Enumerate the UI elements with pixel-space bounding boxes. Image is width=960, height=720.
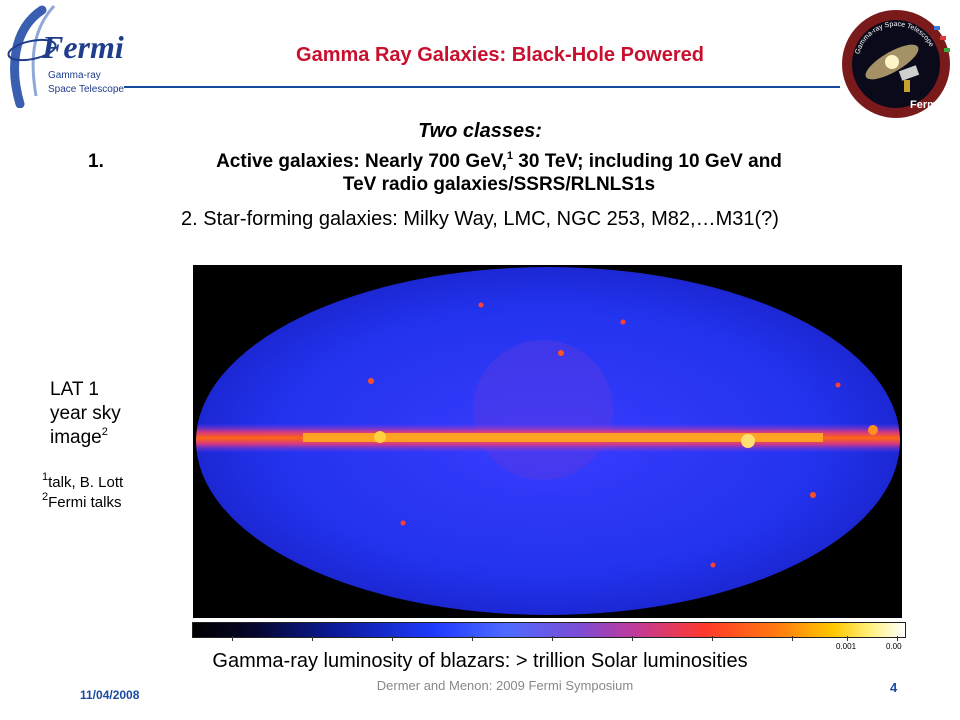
sky-label-footnote-ref: 2 [101,425,108,438]
bright-source [620,319,626,325]
bright-source [710,562,716,568]
class-2-item: 2. Star-forming galaxies: Milky Way, LMC… [181,208,779,230]
colorbar-tick-label: 0.001 [836,642,857,651]
footnotes: 1talk, B. Lott 2Fermi talks [42,471,172,513]
class-1-number: 1. [88,151,104,172]
svg-text:Fermi: Fermi [41,29,124,65]
colorbar-ticks [192,636,904,642]
sky-label-line-3: image [50,427,102,448]
bright-source [835,382,841,388]
svg-text:Space Telescope: Space Telescope [48,84,124,95]
footer-event: Dermer and Menon: 2009 Fermi Symposium [376,678,634,693]
fermi-logo: Fermi Gamma-ray Space Telescope [2,0,124,109]
class-1-text-a: Active galaxies: Nearly 700 GeV, [216,151,507,172]
footnote: 2Fermi talks [42,491,172,513]
footer-date: 11/04/2008 [80,688,140,702]
footnote: 1talk, B. Lott [42,471,172,493]
svg-text:Fermi: Fermi [910,99,940,111]
class-1-item: 1. Active galaxies: Nearly 700 GeV,1 30 … [88,150,868,196]
footnote-text: talk, B. Lott [48,474,124,491]
bright-source [400,520,406,526]
caption: Gamma-ray luminosity of blazars: > trill… [212,650,748,672]
class-1-text-b: 30 TeV; including 10 GeV and [513,151,782,172]
bright-source [374,431,386,443]
bright-source [558,350,564,356]
bright-source [290,562,296,568]
mission-badge: Gamma-ray Space Telescope Fermi [840,8,952,120]
title-rule [124,86,840,88]
bright-source [478,302,484,308]
bright-source [868,425,878,435]
sky-map-image [193,265,902,618]
svg-text:Gamma-ray: Gamma-ray [48,70,101,81]
colorbar-tick-label: 0.00 [886,642,902,651]
footnote-marker: 2 [42,491,49,503]
slide-title: Gamma Ray Galaxies: Black-Hole Powered [296,44,704,66]
sky-image-label: LAT 1 year sky image2 [50,378,160,450]
classes-heading: Two classes: [418,120,542,142]
sky-label-line-2: year sky [50,403,121,424]
bright-source [810,492,816,498]
footnote-text: Fermi talks [48,494,122,511]
sky-label-line-1: LAT 1 [50,379,99,400]
colorbar [192,622,906,638]
page-number: 4 [890,680,898,695]
footnote-marker: 1 [42,471,49,483]
bright-source [368,378,374,384]
bright-source [741,434,755,448]
class-1-line-2: TeV radio galaxies/SSRS/RLNLS1s [342,174,656,195]
class-1-footnote-ref: 1 [506,149,514,162]
